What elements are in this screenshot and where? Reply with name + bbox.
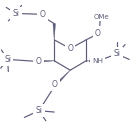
- Text: Si: Si: [113, 50, 120, 58]
- Text: Si: Si: [35, 106, 42, 115]
- Text: O: O: [35, 57, 41, 66]
- Text: OMe: OMe: [94, 14, 109, 20]
- Text: O: O: [52, 80, 58, 89]
- Text: Si: Si: [4, 55, 11, 64]
- Text: Si: Si: [13, 9, 19, 18]
- Polygon shape: [54, 70, 70, 87]
- Polygon shape: [53, 24, 55, 40]
- Text: O: O: [39, 10, 45, 19]
- Text: O: O: [95, 29, 101, 38]
- Polygon shape: [37, 60, 54, 63]
- Text: NH: NH: [92, 58, 103, 64]
- Text: O: O: [67, 44, 73, 53]
